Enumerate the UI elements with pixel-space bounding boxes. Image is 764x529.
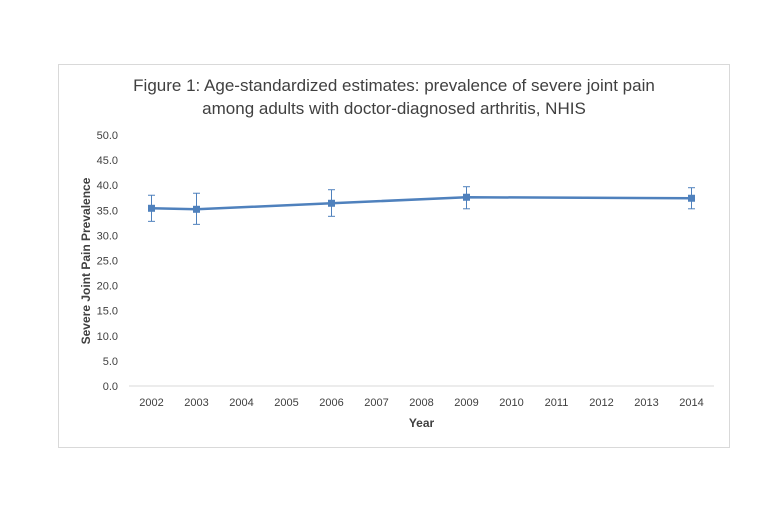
- x-tick-label: 2007: [364, 397, 388, 409]
- y-tick-label: 25.0: [97, 256, 118, 268]
- y-tick-label: 30.0: [97, 230, 118, 242]
- y-tick-label: 0.0: [103, 381, 118, 393]
- data-point-marker: [193, 205, 200, 213]
- y-axis-title: Severe Joint Pain Prevalence: [79, 177, 93, 344]
- x-tick-label: 2006: [319, 397, 343, 409]
- data-point-marker: [688, 194, 695, 202]
- data-point-marker: [463, 193, 470, 201]
- x-axis-title: Year: [409, 416, 435, 430]
- data-point-marker: [148, 204, 155, 212]
- x-tick-label: 2013: [634, 397, 658, 409]
- x-tick-label: 2011: [545, 397, 569, 409]
- x-tick-label: 2009: [454, 397, 478, 409]
- x-tick-label: 2005: [274, 397, 298, 409]
- x-tick-label: 2008: [409, 397, 433, 409]
- y-tick-label: 10.0: [97, 331, 118, 343]
- y-tick-label: 45.0: [97, 155, 118, 167]
- y-tick-label: 50.0: [97, 130, 118, 142]
- x-tick-label: 2014: [679, 397, 703, 409]
- x-tick-label: 2003: [184, 397, 208, 409]
- y-tick-label: 35.0: [97, 205, 118, 217]
- x-axis-ticks: 2002 2003 2004 2005 2006 2007 2008 2009 2010 2011…: [139, 397, 703, 409]
- x-tick-label: 2002: [139, 397, 163, 409]
- data-point-marker: [328, 199, 335, 207]
- series-line: [151, 195, 692, 211]
- x-tick-label: 2010: [499, 397, 523, 409]
- x-tick-label: 2004: [229, 397, 253, 409]
- x-tick-label: 2012: [589, 397, 613, 409]
- y-tick-label: 15.0: [97, 306, 118, 318]
- series-layer: [148, 186, 695, 225]
- y-tick-label: 40.0: [97, 180, 118, 192]
- chart-title-line-1: Figure 1: Age-standardized estimates: pr…: [133, 76, 655, 95]
- chart-title: Figure 1: Age-standardized estimates: pr…: [58, 74, 730, 120]
- chart-area: [58, 64, 730, 448]
- y-axis-ticks: 0.0 5.0 10.0 15.0 20.0 25.0 30.0 35.0 40.0 45.0 50…: [97, 130, 118, 393]
- chart-title-line-2: among adults with doctor-diagnosed arthr…: [202, 99, 586, 118]
- y-tick-label: 5.0: [103, 356, 118, 368]
- y-tick-label: 20.0: [97, 281, 118, 293]
